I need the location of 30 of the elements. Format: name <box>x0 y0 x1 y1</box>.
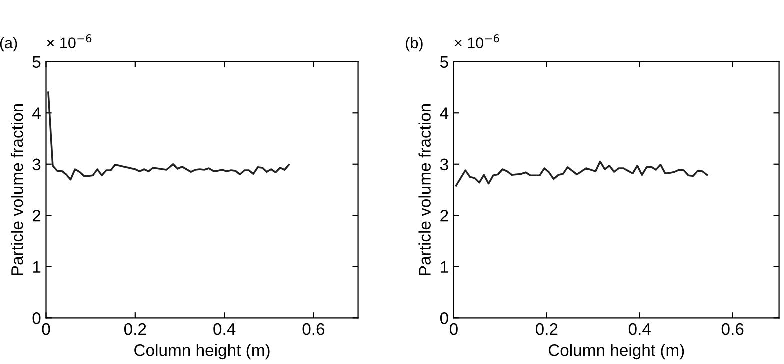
y-tick-label: 1 <box>33 261 41 273</box>
y-tick-label: 3 <box>32 158 41 171</box>
x-tick-label: 0.4 <box>214 323 236 336</box>
y-tick-label: 2 <box>32 210 41 222</box>
x-tick-label: 0.2 <box>124 323 146 336</box>
text: (b) <box>406 37 423 52</box>
x-tick-label: 0.6 <box>722 323 744 336</box>
y-tick-label: 1 <box>441 261 448 273</box>
line-series <box>455 160 708 187</box>
y-tick-label: 0 <box>32 312 41 324</box>
y-tick-label: 4 <box>440 108 449 120</box>
y-tick-label: 4 <box>32 108 41 120</box>
text: × 10$^{−6}$ <box>47 34 92 48</box>
x-tick-label: 0.4 <box>628 323 651 336</box>
y-tick-label: 3 <box>440 158 448 171</box>
y-axis-title: Particle volume fraction <box>11 104 24 276</box>
y-axis-title: Particle volume fraction <box>418 104 431 276</box>
y-tick-label: 0 <box>440 312 448 324</box>
x-tick-label: 0 <box>42 323 50 336</box>
y-tick-label: 5 <box>440 56 448 68</box>
x-tick-label: 0 <box>450 323 458 336</box>
x-axis-title: Column height (m) <box>548 344 684 360</box>
x-tick-label: 0.2 <box>536 323 558 336</box>
y-tick-label: 2 <box>440 210 448 222</box>
text: (a) <box>0 37 18 52</box>
text: × 10$^{−6}$ <box>454 34 500 48</box>
line-series <box>48 92 290 181</box>
y-tick-label: 5 <box>32 56 41 68</box>
x-tick-label: 0.6 <box>302 323 325 336</box>
x-axis-title: Column height (m) <box>134 344 270 360</box>
